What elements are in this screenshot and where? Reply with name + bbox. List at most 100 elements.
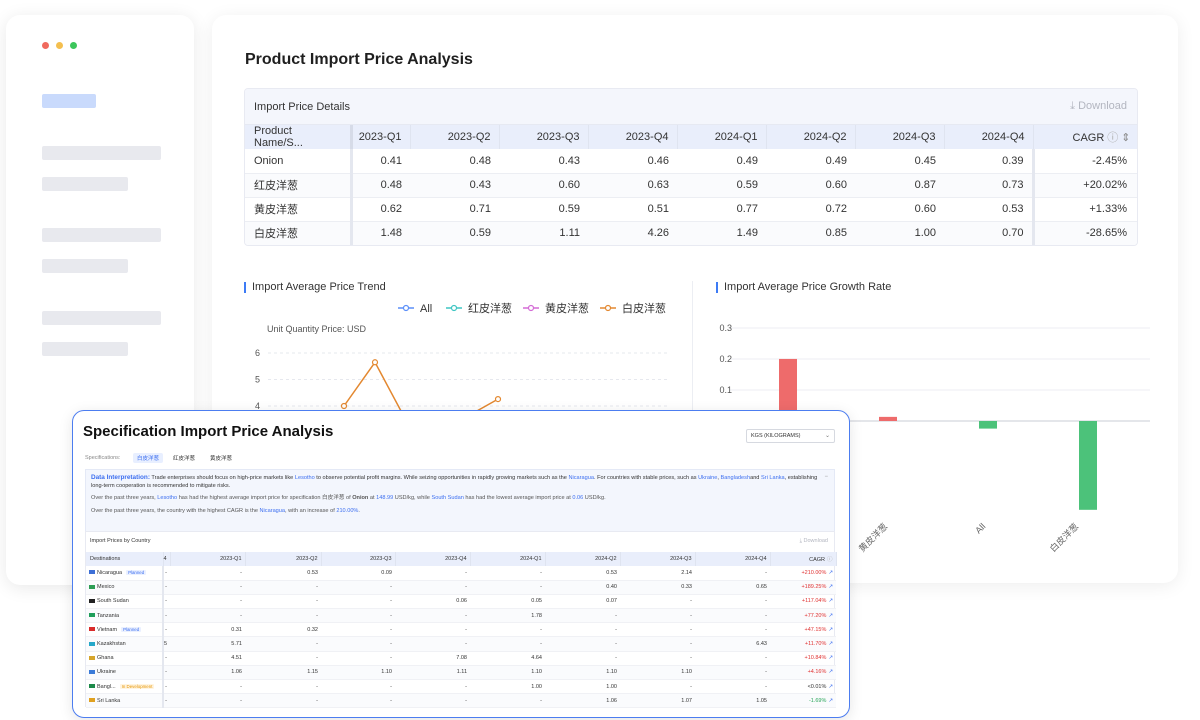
trend-arrow-icon[interactable]: ↗	[828, 697, 833, 704]
legend-item[interactable]: All	[398, 303, 432, 315]
trend-arrow-icon[interactable]: ↗	[828, 655, 833, 662]
table-row[interactable]: Mexico - - - - - -0.40 0.33 0.65 +189.25% ↗	[86, 580, 836, 595]
destination-cell[interactable]: Vietnam Planned	[86, 622, 164, 638]
trend-arrow-icon[interactable]: ↗	[828, 626, 833, 633]
price-cell: 0.49	[677, 149, 766, 174]
column-header[interactable]: 2024-Q1	[470, 552, 546, 566]
table-row[interactable]: 白皮洋葱 1.48 0.59 1.11 4.26 1.49 0.85 1.00 0.70 -28.…	[245, 221, 1137, 245]
price-cell: -	[321, 594, 395, 610]
unit-select[interactable]: KGS (KILOGRAMS) ⌄	[746, 429, 835, 443]
column-header[interactable]: 2023-Q2	[410, 125, 500, 149]
country-name: South Sudan	[97, 598, 129, 605]
link-bangladesh[interactable]: Bangladesh	[720, 475, 751, 481]
sidebar-skeleton-item[interactable]	[42, 311, 161, 325]
destination-cell[interactable]: Tanzania	[86, 608, 164, 624]
price-cell: 1.10	[545, 665, 620, 681]
link-srilanka[interactable]: Sri Lanka	[760, 475, 785, 481]
download-button[interactable]: ⤓ Download	[799, 538, 828, 544]
legend-item[interactable]: 黄皮洋葱	[523, 301, 589, 315]
link-nicaragua[interactable]: Nicaragua	[568, 475, 594, 481]
table-row[interactable]: Ghana -4.51- -7.08 4.64- - - +10.84% ↗	[86, 651, 836, 666]
column-header[interactable]: 2023-Q2	[245, 552, 322, 566]
y-unit-label: Unit Quantity Price: USD	[267, 324, 367, 334]
table-row[interactable]: Onion 0.41 0.48 0.43 0.46 0.49 0.49 0.45 0.39 -2.…	[245, 149, 1137, 174]
table-row[interactable]: Sri Lanka - - - - - -1.06 1.07 1.05 -1.69% ↗	[86, 693, 836, 709]
column-header[interactable]: 4	[163, 552, 171, 566]
column-header[interactable]: 2023-Q3	[499, 125, 589, 149]
spec-tab-yellow[interactable]: 黄皮洋葱	[210, 456, 233, 462]
table-row[interactable]: Kazakhstan 5 5.71- - - - - -6.43 +11.70% ↗	[86, 636, 836, 652]
destination-cell[interactable]: Ukraine	[86, 665, 164, 681]
table-row[interactable]: Nicaragua Planned - -0.53 0.09- -0.53 2.14- +21…	[86, 566, 836, 581]
column-header[interactable]: CAGR ⓘ ⇕	[1033, 125, 1137, 149]
column-header[interactable]: CAGR ⓘ	[770, 552, 837, 566]
legend-item[interactable]: 白皮洋葱	[600, 301, 666, 315]
collapse-icon[interactable]: −	[824, 474, 828, 480]
column-header[interactable]: 2024-Q2	[766, 125, 856, 149]
column-header[interactable]: 2023-Q1	[170, 552, 246, 566]
price-cell: -	[470, 636, 545, 652]
link-lesotho[interactable]: Lesotho	[294, 475, 315, 481]
column-header[interactable]: 2023-Q3	[321, 552, 396, 566]
window-maximize-dot[interactable]	[70, 42, 77, 49]
table-row[interactable]: Tanzania - - - - -1.78- - - +77.20% ↗	[86, 608, 836, 624]
legend-item[interactable]: 红皮洋葱	[446, 301, 512, 315]
destination-cell[interactable]: Ghana	[86, 651, 164, 666]
sidebar-skeleton-item[interactable]	[42, 146, 161, 160]
price-cell: 7.08	[395, 651, 470, 666]
column-header[interactable]: 2024-Q3	[855, 125, 945, 149]
destination-cell[interactable]: Sri Lanka	[86, 693, 164, 709]
price-cell: 6.43	[695, 636, 770, 652]
table-row[interactable]: 黄皮洋葱 0.62 0.71 0.59 0.51 0.77 0.72 0.60 0.53 +1.3…	[245, 197, 1137, 222]
column-header-product[interactable]: Product Name/S...	[245, 125, 353, 149]
download-button[interactable]: ⤓ Download	[1070, 100, 1127, 112]
price-cell: 0.45	[855, 149, 944, 174]
sidebar-skeleton-item[interactable]	[42, 228, 161, 242]
window-close-dot[interactable]	[42, 42, 49, 49]
destination-cell[interactable]: Nicaragua Planned	[86, 566, 164, 581]
column-header[interactable]: 2024-Q1	[677, 125, 767, 149]
destination-cell[interactable]: Kazakhstan	[86, 636, 164, 652]
spec-tab-white[interactable]: 白皮洋葱	[133, 453, 164, 463]
sort-icon[interactable]: ⇕	[1121, 132, 1131, 144]
table-row[interactable]: Bangl... In Development - - - - -1.00 1.00- - <0.…	[86, 679, 836, 695]
trend-arrow-icon[interactable]: ↗	[828, 612, 833, 619]
link-ukraine[interactable]: Ukraine	[698, 475, 718, 481]
trend-arrow-icon[interactable]: ↗	[828, 683, 833, 690]
growth-title: Import Average Price Growth Rate	[716, 282, 891, 293]
trend-arrow-icon[interactable]: ↗	[828, 584, 833, 591]
trend-arrow-icon[interactable]: ↗	[828, 598, 833, 605]
price-cell: -	[470, 566, 545, 581]
trend-arrow-icon[interactable]: ↗	[828, 641, 833, 648]
column-header[interactable]: 2023-Q4	[395, 552, 471, 566]
price-cell: -	[163, 665, 170, 681]
column-header[interactable]: 2024-Q2	[545, 552, 621, 566]
trend-arrow-icon[interactable]: ↗	[828, 669, 833, 676]
trend-arrow-icon[interactable]: ↗	[828, 569, 833, 576]
sidebar-skeleton-active[interactable]	[42, 94, 96, 108]
growth-chart: 0.3 0.2 0.1 黄皮洋葱 All 白皮洋葱	[719, 323, 1150, 554]
destination-cell[interactable]: Mexico	[86, 580, 164, 595]
column-header[interactable]: 2024-Q4	[695, 552, 771, 566]
price-cell: -	[163, 679, 170, 695]
column-header[interactable]: 2023-Q1	[351, 125, 411, 149]
window-minimize-dot[interactable]	[56, 42, 63, 49]
destination-cell[interactable]: Bangl... In Development	[86, 679, 164, 695]
status-badge: In Development	[119, 683, 155, 689]
legend-label: 白皮洋葱	[622, 301, 666, 315]
spec-tab-red[interactable]: 红皮洋葱	[173, 456, 196, 462]
table-row[interactable]: Ukraine -1.06 1.15 1.10 1.11 1.10 1.10 1.10- +4.…	[86, 665, 836, 681]
column-header-destinations[interactable]: Destinations	[86, 552, 164, 566]
price-cell: 0.77	[677, 197, 766, 222]
table-row[interactable]: South Sudan - - - -0.06 0.05 0.07- - +117.04% ↗	[86, 594, 836, 610]
column-header[interactable]: 2023-Q4	[588, 125, 678, 149]
column-header[interactable]: 2024-Q3	[620, 552, 696, 566]
column-header[interactable]: 2024-Q4	[944, 125, 1034, 149]
cagr-cell: +4.16% ↗	[770, 665, 836, 681]
table-row[interactable]: Vietnam Planned -0.31 0.32- - - - - - +47.15% ↗	[86, 622, 836, 638]
table-row[interactable]: 红皮洋葱 0.48 0.43 0.60 0.63 0.59 0.60 0.87 0.73 +20.…	[245, 173, 1137, 198]
price-cell: -	[321, 679, 395, 695]
destination-cell[interactable]: South Sudan	[86, 594, 164, 610]
flag-icon	[89, 584, 95, 589]
